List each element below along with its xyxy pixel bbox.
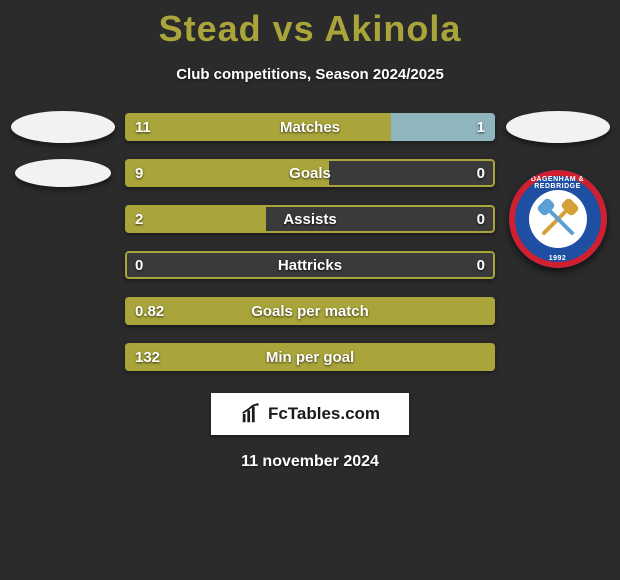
right-club-badge: DAGENHAM & REDBRIDGE 1992: [499, 170, 616, 268]
fctables-text: FcTables.com: [268, 404, 380, 424]
ellipse-shape: [15, 159, 111, 187]
bar-label: Hattricks: [125, 251, 495, 279]
ellipse-shape: [506, 111, 610, 143]
club-badge: DAGENHAM & REDBRIDGE 1992: [509, 170, 607, 268]
stat-row-hattricks: Hattricks0 0: [125, 251, 495, 279]
bar-value-right: 0: [477, 251, 485, 279]
bar-border: [125, 251, 495, 279]
bar-value-left: 0: [135, 251, 143, 279]
stat-row-assists: Assists20: [125, 205, 495, 233]
date-line: 11 november 2024: [0, 453, 620, 471]
right-player-ellipse: [499, 111, 616, 143]
badge-text-bottom: 1992: [509, 255, 607, 262]
bar-fill-left: [125, 205, 266, 233]
stat-row-goals: Goals90: [125, 159, 495, 187]
bar-fill-left: [125, 159, 329, 187]
subtitle: Club competitions, Season 2024/2025: [0, 66, 620, 83]
stat-row-min-per-goal: Min per goal132: [125, 343, 495, 371]
bar-value-right: 0: [477, 159, 485, 187]
bar-value-right: 0: [477, 205, 485, 233]
stat-bars: Matches111Goals90Assists20Hattricks00Goa…: [125, 113, 495, 371]
left-player-ellipse-2: [4, 146, 121, 200]
stat-row-goals-per-match: Goals per match0.82: [125, 297, 495, 325]
arena: DAGENHAM & REDBRIDGE 1992 Matches111 Goal…: [0, 113, 620, 371]
fctables-watermark: FcTables.com: [211, 393, 409, 435]
left-player-ellipse-1: [4, 111, 121, 143]
bar-fill-left: [125, 343, 495, 371]
ellipse-shape: [11, 111, 115, 143]
badge-text-top: DAGENHAM & REDBRIDGE: [509, 176, 607, 190]
comparison-infographic: Stead vs Akinola Club competitions, Seas…: [0, 0, 620, 580]
hammers-icon: [536, 197, 580, 241]
bar-fill-left: [125, 297, 495, 325]
stat-row-matches: Matches111: [125, 113, 495, 141]
fctables-logo-icon: [240, 403, 262, 425]
bar-fill-left: [125, 113, 391, 141]
badge-inner: [529, 190, 587, 248]
bar-fill-right: [391, 113, 495, 141]
page-title: Stead vs Akinola: [0, 8, 620, 50]
